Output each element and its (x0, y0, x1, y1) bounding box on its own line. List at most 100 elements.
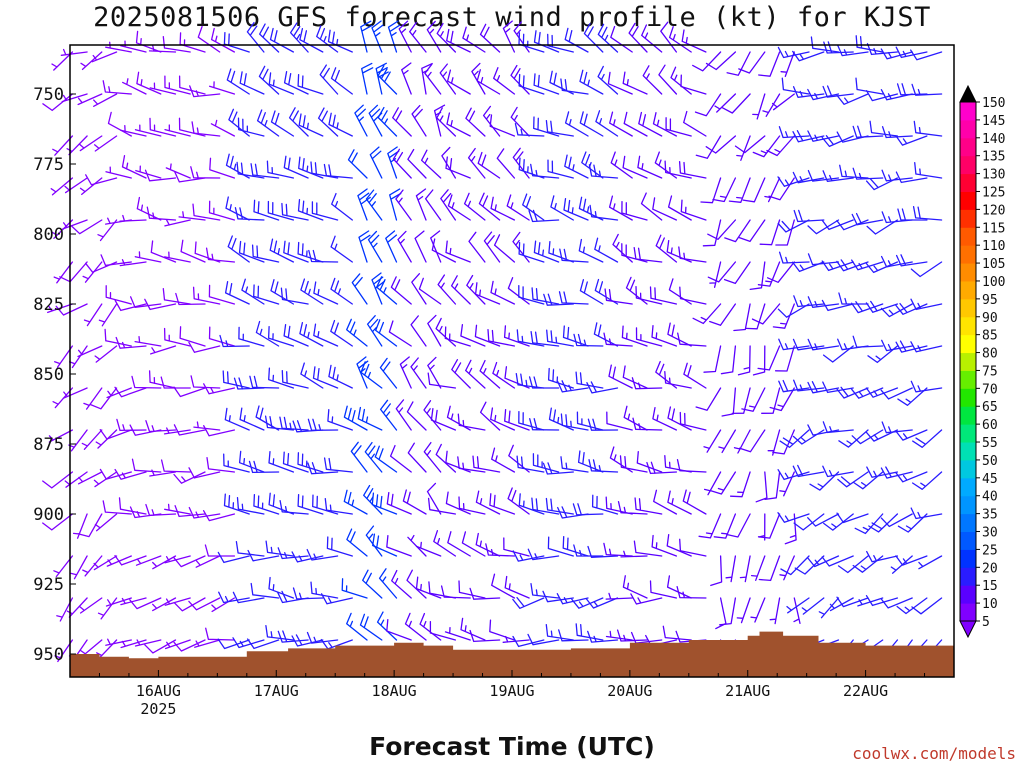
wind-barb (79, 177, 103, 196)
colorbar-label: 10 (982, 597, 998, 612)
wind-barb (97, 597, 118, 620)
wind-barb (651, 534, 678, 557)
wind-barb (720, 345, 737, 375)
wind-barb (745, 303, 766, 330)
wind-barb (224, 281, 250, 305)
wind-barb (506, 194, 530, 221)
wind-barb (557, 380, 589, 393)
wind-barb (307, 462, 339, 475)
wind-barb (369, 146, 383, 179)
wind-barb (227, 235, 250, 263)
wind-barb (134, 335, 162, 347)
wind-barb (377, 65, 398, 95)
wind-barb (695, 387, 722, 411)
colorbar-label: 60 (982, 418, 998, 433)
wind-barb (779, 471, 795, 497)
wind-barb (82, 555, 103, 577)
wind-barb (446, 69, 471, 95)
x-tick-label: 21AUG (725, 682, 770, 700)
wind-barb (681, 29, 707, 53)
wind-barb (677, 332, 707, 347)
wind-barb (692, 303, 722, 325)
y-tick-label: 800 (33, 225, 64, 245)
wind-barb (306, 631, 339, 644)
wind-barb (564, 111, 589, 137)
wind-barb (330, 235, 353, 263)
wind-barb (232, 591, 265, 604)
colorbar-segment (960, 495, 976, 515)
wind-barb (649, 580, 678, 599)
wind-barb (367, 230, 383, 263)
wind-barb (491, 573, 516, 599)
wind-barb (374, 445, 398, 473)
wind-barb (726, 513, 751, 538)
wind-barb (460, 324, 486, 347)
wind-barb (880, 387, 913, 400)
wind-barb (316, 25, 339, 53)
wind-barb (478, 192, 501, 221)
wind-barb (910, 380, 943, 393)
wind-barb (135, 165, 162, 179)
wind-barb (415, 188, 427, 221)
wind-barb (734, 135, 766, 154)
wind-barb (880, 513, 913, 528)
wind-barb (806, 555, 840, 568)
wind-barb (376, 276, 398, 305)
wind-barb (793, 295, 825, 308)
colorbar-segment (960, 406, 976, 425)
wind-barb (865, 595, 899, 607)
wind-barb (219, 334, 250, 348)
wind-barb (136, 71, 162, 95)
wind-barb (162, 287, 191, 305)
wind-barb (395, 399, 412, 431)
wind-barb (738, 51, 766, 74)
wind-barb (247, 549, 280, 562)
wind-barb (190, 166, 221, 179)
wind-barb (386, 619, 412, 641)
colorbar-label: 50 (982, 454, 998, 469)
colorbar-segment (960, 585, 976, 604)
wind-barb (518, 157, 545, 179)
wind-barb (399, 356, 412, 389)
wind-barb (608, 364, 633, 389)
wind-barb (193, 421, 221, 431)
wind-barb (447, 531, 471, 557)
wind-barb (427, 372, 457, 389)
wind-barb (268, 576, 295, 599)
wind-barb (409, 21, 427, 53)
wind-barb (55, 303, 88, 316)
wind-barb (105, 597, 132, 607)
wind-barb (410, 357, 427, 389)
wind-barb (709, 261, 722, 288)
colorbar-label: 40 (982, 490, 998, 505)
wind-barb (533, 30, 560, 53)
wind-barb (300, 278, 324, 305)
wind-barb (164, 75, 191, 95)
wind-barb (779, 429, 810, 448)
wind-barb (291, 634, 324, 647)
wind-barb (246, 21, 265, 53)
wind-barb (129, 597, 162, 610)
wind-barb (771, 93, 795, 111)
wind-barb (895, 135, 928, 146)
wind-barb (436, 107, 457, 137)
wind-barb (77, 345, 103, 358)
wind-barb (307, 418, 339, 431)
wind-barb (148, 370, 177, 389)
wind-barb (550, 195, 574, 221)
wind-barb (279, 499, 309, 515)
wind-barb (895, 555, 928, 566)
wind-barb (84, 261, 118, 273)
wind-barb (504, 575, 530, 599)
wind-barb (822, 421, 854, 434)
wind-barb (371, 272, 386, 305)
wind-barb (676, 458, 707, 473)
wind-barb (77, 513, 103, 538)
wind-barb (152, 555, 177, 570)
colorbar-label: 20 (982, 561, 998, 576)
credit-link[interactable]: coolwx.com/models (852, 744, 1016, 763)
colorbar-label: 85 (982, 329, 998, 344)
wind-barb (741, 387, 766, 412)
wind-barb (163, 327, 191, 347)
